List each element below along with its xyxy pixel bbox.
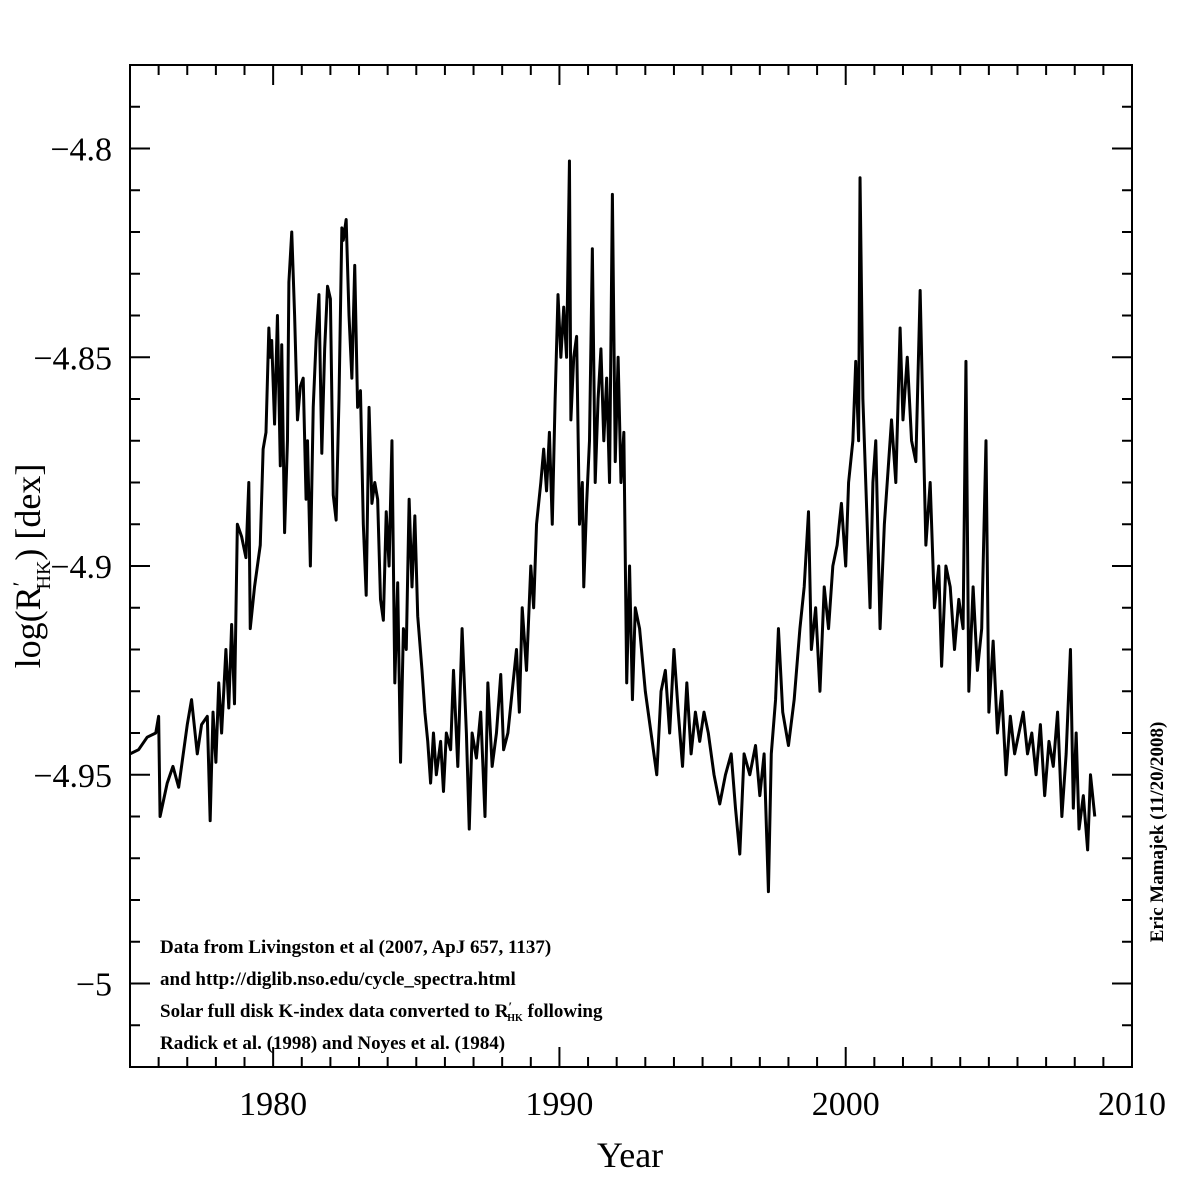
y-tick-label: −4.8 <box>50 132 112 169</box>
annotation-part: Solar full disk K-index data converted t… <box>160 1001 509 1022</box>
annotation-part: following <box>523 1001 603 1022</box>
credit: Eric Mamajek (11/20/2008) <box>1147 722 1168 943</box>
y-tick-label: −5 <box>76 967 112 1004</box>
x-axis-label: Year <box>597 1135 663 1175</box>
x-tick-label: 2010 <box>1098 1086 1166 1123</box>
annotation-part: HK <box>507 1013 523 1024</box>
data-line <box>129 159 1097 894</box>
annotation-part: Radick et al. (1998) and Noyes et al. (1… <box>160 1033 505 1054</box>
x-tick-label: 1990 <box>525 1086 593 1123</box>
x-tick-label: 1980 <box>239 1086 307 1123</box>
y-label-prime: ′ <box>8 582 33 587</box>
annotation-part: Data from Livingston et al (2007, ApJ 65… <box>160 937 551 958</box>
annotation-part: and http://diglib.nso.edu/cycle_spectra.… <box>160 969 516 990</box>
y-label-sub: HK <box>33 560 55 589</box>
y-tick-label: −4.9 <box>50 549 112 586</box>
y-tick-label: −4.85 <box>33 340 112 377</box>
annotation-part: ′ <box>509 999 513 1014</box>
annotation: Data from Livingston et al (2007, ApJ 65… <box>160 937 551 958</box>
y-label-main: log(R <box>8 586 48 668</box>
x-tick-label: 2000 <box>812 1086 880 1123</box>
annotation: Radick et al. (1998) and Noyes et al. (1… <box>160 1033 505 1054</box>
y-label-rest: ) [dex] <box>8 464 48 561</box>
y-tick-label: −4.95 <box>33 758 112 795</box>
annotation: Solar full disk K-index data converted t… <box>160 999 603 1024</box>
y-axis-label: log(R′HK) [dex] <box>8 464 55 669</box>
annotation: and http://diglib.nso.edu/cycle_spectra.… <box>160 969 516 990</box>
